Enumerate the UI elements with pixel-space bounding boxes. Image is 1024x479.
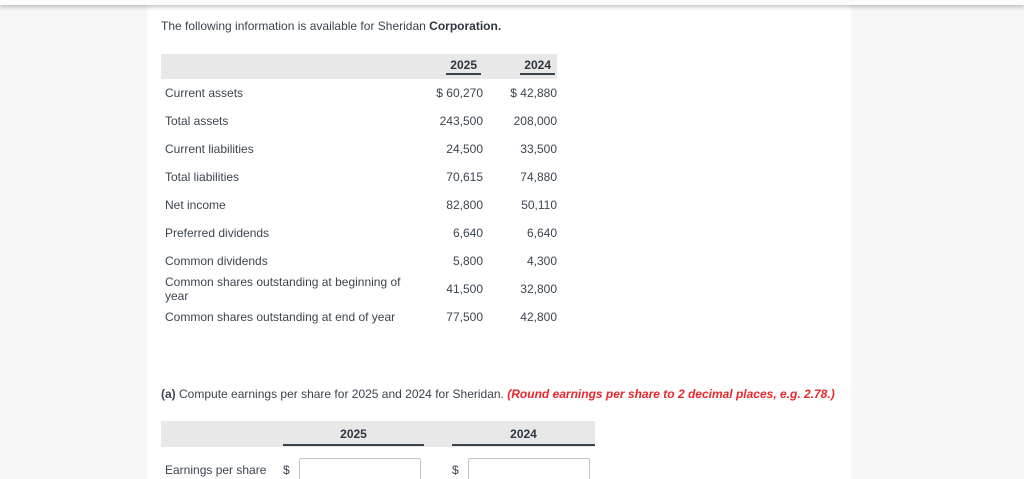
financial-data-table: 2025 2024 Current assets $ 60,270 $ 42,8… bbox=[161, 54, 557, 331]
value-2024: 50,110 bbox=[521, 198, 557, 212]
column-header-2024: 2024 bbox=[483, 58, 557, 75]
table-row: Total assets 243,500 208,000 bbox=[161, 107, 557, 135]
row-label: Preferred dividends bbox=[165, 226, 270, 240]
eps-2025-group: $ bbox=[283, 458, 424, 479]
question-part-a: (a) Compute earnings per share for 2025 … bbox=[161, 387, 851, 401]
top-toolbar-shadow bbox=[0, 0, 1024, 5]
answer-table: 2025 2024 Earnings per share $ $ bbox=[161, 421, 851, 479]
value-2025: $ 60,270 bbox=[436, 86, 483, 100]
value-2025: 6,640 bbox=[452, 226, 483, 240]
value-2025: 5,800 bbox=[452, 254, 483, 268]
value-2024: 32,800 bbox=[520, 282, 557, 296]
row-label: Net income bbox=[165, 198, 226, 212]
question-text: Compute earnings per share for 2025 and … bbox=[179, 387, 504, 401]
row-label: Total assets bbox=[165, 114, 229, 128]
value-2025: 24,500 bbox=[446, 142, 483, 156]
eps-2024-group: $ bbox=[452, 458, 595, 479]
financial-table-header-row: 2025 2024 bbox=[161, 54, 557, 79]
table-row: Total liabilities 70,615 74,880 bbox=[161, 163, 557, 191]
dollar-sign: $ bbox=[283, 463, 290, 477]
table-row: Preferred dividends 6,640 6,640 bbox=[161, 219, 557, 247]
row-label: Total liabilities bbox=[165, 170, 240, 184]
value-2024: $ 42,880 bbox=[510, 86, 557, 100]
value-2025: 41,500 bbox=[446, 282, 483, 296]
column-header-2025: 2025 bbox=[404, 58, 483, 75]
table-row: Current liabilities 24,500 33,500 bbox=[161, 135, 557, 163]
value-2025: 243,500 bbox=[439, 114, 483, 128]
row-label: Current assets bbox=[165, 86, 244, 100]
value-2024: 4,300 bbox=[526, 254, 557, 268]
table-row: Common shares outstanding at end of year… bbox=[161, 303, 557, 331]
dollar-sign: $ bbox=[452, 463, 459, 477]
value-2025: 77,500 bbox=[446, 310, 483, 324]
row-label: Common shares outstanding at beginning o… bbox=[165, 275, 401, 303]
answer-column-header-2024: 2024 bbox=[452, 427, 595, 446]
answer-table-header-row: 2025 2024 bbox=[161, 421, 595, 447]
intro-text: The following information is available f… bbox=[161, 19, 851, 33]
value-2025: 70,615 bbox=[446, 170, 483, 184]
value-2025: 82,800 bbox=[446, 198, 483, 212]
intro-text-bold: Corporation. bbox=[429, 19, 502, 33]
row-label: Current liabilities bbox=[165, 142, 254, 156]
row-label: Common dividends bbox=[165, 254, 268, 268]
eps-2024-input[interactable] bbox=[468, 458, 590, 479]
eps-2025-input[interactable] bbox=[299, 458, 421, 479]
value-2024: 6,640 bbox=[526, 226, 557, 240]
value-2024: 208,000 bbox=[513, 114, 557, 128]
question-content-panel: The following information is available f… bbox=[147, 5, 851, 479]
value-2024: 33,500 bbox=[520, 142, 557, 156]
table-row: Common shares outstanding at beginning o… bbox=[161, 275, 557, 303]
rounding-instruction: (Round earnings per share to 2 decimal p… bbox=[507, 387, 835, 401]
table-row: Net income 82,800 50,110 bbox=[161, 191, 557, 219]
earnings-per-share-row: Earnings per share $ $ bbox=[161, 456, 851, 479]
question-part-label: (a) bbox=[161, 387, 176, 401]
table-row: Current assets $ 60,270 $ 42,880 bbox=[161, 79, 557, 107]
intro-text-normal: The following information is available f… bbox=[161, 19, 426, 33]
answer-column-header-2025: 2025 bbox=[283, 427, 424, 446]
value-2024: 42,800 bbox=[520, 310, 557, 324]
table-row: Common dividends 5,800 4,300 bbox=[161, 247, 557, 275]
value-2024: 74,880 bbox=[520, 170, 557, 184]
answer-row-label: Earnings per share bbox=[165, 463, 267, 477]
row-label: Common shares outstanding at end of year bbox=[165, 310, 396, 324]
